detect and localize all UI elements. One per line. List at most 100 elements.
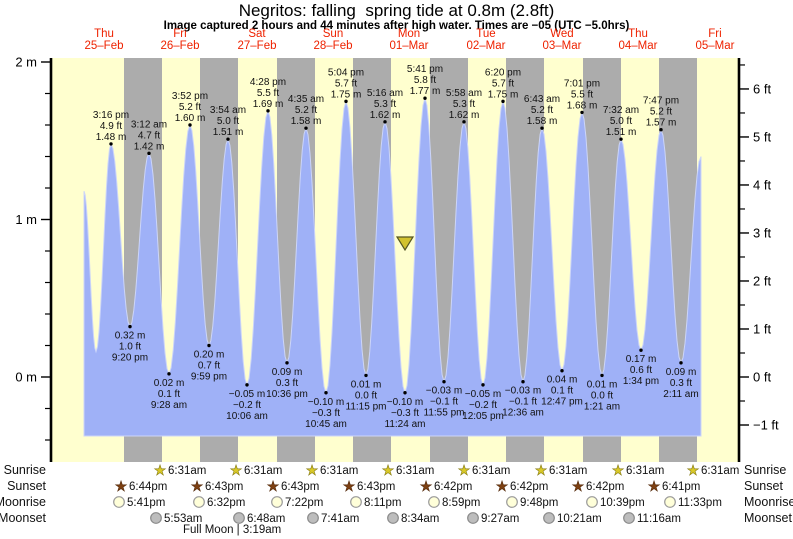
axis-tick-label: 6 ft: [753, 81, 771, 96]
low-tide-label: 0.1 ft: [551, 386, 573, 397]
day-label: Fri 26–Feb: [140, 28, 220, 52]
moonrise-icon: [113, 496, 125, 508]
day-date: 26–Feb: [160, 39, 200, 52]
sunrise-icon: ★: [687, 462, 700, 478]
day-label: Fri 05–Mar: [675, 28, 755, 52]
astro-row-label-left: Sunrise: [4, 463, 46, 477]
low-tide-label: −0.05 m: [465, 389, 501, 400]
low-tide-label: 0.01 m: [587, 379, 618, 390]
low-tide-label: −0.10 m: [308, 397, 344, 408]
high-tide-label: 3:16 pm: [93, 110, 129, 121]
tide-area: [83, 96, 702, 437]
high-tide-label: 5.3 ft: [374, 99, 396, 110]
low-tide-label: 1:21 am: [584, 401, 620, 412]
low-tide-label: 0.04 m: [547, 375, 578, 386]
low-tide-label: 0.3 ft: [670, 378, 692, 389]
low-tide-label: −0.3 ft: [312, 408, 340, 419]
day-name: Mon: [397, 28, 421, 40]
high-tide-label: 5.0 ft: [217, 116, 239, 127]
high-tide-label: 1.68 m: [567, 100, 598, 111]
moonset-time: 10:21am: [557, 513, 602, 525]
high-tide-label: 5.2 ft: [650, 107, 672, 118]
sunset-time: 6:42pm: [434, 481, 472, 493]
moonrise-time: 7:22pm: [285, 497, 323, 509]
high-tide-label: 5.8 ft: [414, 75, 436, 86]
tide-extreme-dot: [540, 126, 544, 130]
tide-extreme-dot: [679, 361, 683, 365]
high-tide-label: 5:41 pm: [407, 64, 443, 75]
page-title: Negritos: falling spring tide at 0.8m (2…: [238, 1, 555, 20]
day-label: Wed 03–Mar: [522, 28, 602, 52]
tide-extreme-dot: [226, 137, 230, 141]
tide-extreme-dot: [423, 96, 427, 100]
low-tide-label: 9:59 pm: [191, 372, 227, 383]
axis-tick-label: 1 ft: [753, 321, 771, 336]
high-tide-label: 1.60 m: [175, 113, 206, 124]
tide-extreme-dot: [383, 120, 387, 124]
day-name: Sat: [248, 28, 266, 40]
axis-tick-label: 2 m: [15, 55, 37, 70]
low-tide-label: 0.3 ft: [276, 378, 298, 389]
tide-extreme-dot: [304, 126, 308, 130]
low-tide-label: 0.0 ft: [355, 390, 377, 401]
day-date: 03–Mar: [542, 39, 582, 52]
tide-extreme-dot: [109, 142, 113, 146]
sunset-time: 6:43pm: [357, 481, 395, 493]
moonset-icon: [623, 512, 635, 524]
sunset-icon: ★: [343, 478, 356, 494]
tide-extreme-dot: [324, 391, 328, 395]
moonrise-icon: [586, 496, 598, 508]
sunset-icon: ★: [572, 478, 585, 494]
day-label: Thu 04–Mar: [598, 28, 678, 52]
high-tide-label: 1.77 m: [410, 86, 441, 97]
axis-tick-label: 0 ft: [753, 370, 771, 385]
moonset-icon: [307, 512, 319, 524]
moonset-time: 6:48am: [247, 513, 285, 525]
tide-extreme-dot: [188, 123, 192, 127]
current-level-marker-icon: [395, 236, 415, 252]
moonset-icon: [233, 512, 245, 524]
low-tide-label: 0.6 ft: [630, 365, 652, 376]
tide-extreme-dot: [659, 128, 663, 132]
sunset-icon: ★: [115, 478, 128, 494]
sunset-icon: ★: [496, 478, 509, 494]
high-tide-label: 7:47 pm: [643, 96, 679, 107]
chart-subtitle: Image captured 2 hours and 44 minutes af…: [163, 20, 630, 32]
low-tide-label: 9:20 pm: [112, 353, 148, 364]
moonrise-icon: [664, 496, 676, 508]
axis-tick-label: 5 ft: [753, 129, 771, 144]
astro-row-label-left: Moonrise: [0, 495, 46, 509]
moonset-time: 8:34am: [401, 513, 439, 525]
high-tide-label: 4.7 ft: [138, 130, 160, 141]
low-tide-label: 0.20 m: [194, 350, 225, 361]
tide-extreme-dot: [147, 151, 151, 156]
sunrise-icon: ★: [230, 462, 243, 478]
high-tide-label: 5:58 am: [446, 88, 482, 99]
high-tide-label: 1.58 m: [291, 116, 322, 127]
high-tide-label: 5.2 ft: [531, 105, 553, 116]
low-tide-label: 1:34 pm: [623, 376, 659, 387]
tide-extreme-dot: [266, 109, 270, 113]
high-tide-label: 3:12 am: [131, 119, 167, 130]
sunset-time: 6:42pm: [586, 481, 624, 493]
moonset-time: 5:53am: [164, 513, 202, 525]
low-tide-label: 0.02 m: [154, 378, 185, 389]
high-tide-label: 1.42 m: [134, 141, 165, 152]
low-tide-label: −0.10 m: [387, 397, 423, 408]
high-tide-label: 7:01 pm: [564, 78, 600, 89]
tide-extreme-dot: [462, 120, 466, 124]
axis-tick-label: 0 m: [15, 370, 37, 385]
moonrise-time: 5:41pm: [127, 497, 165, 509]
day-name: Wed: [550, 28, 574, 40]
high-tide-label: 5.5 ft: [257, 88, 279, 99]
low-tide-label: −0.1 ft: [509, 397, 537, 408]
axis-tick-label: −1 ft: [753, 418, 779, 433]
sunset-icon: ★: [267, 478, 280, 494]
moonrise-time: 11:33pm: [678, 497, 722, 509]
tide-extreme-dot: [600, 373, 604, 378]
moonrise-time: 8:11pm: [364, 497, 402, 509]
low-tide-label: 10:36 pm: [266, 389, 308, 400]
day-name: Sun: [322, 28, 344, 40]
